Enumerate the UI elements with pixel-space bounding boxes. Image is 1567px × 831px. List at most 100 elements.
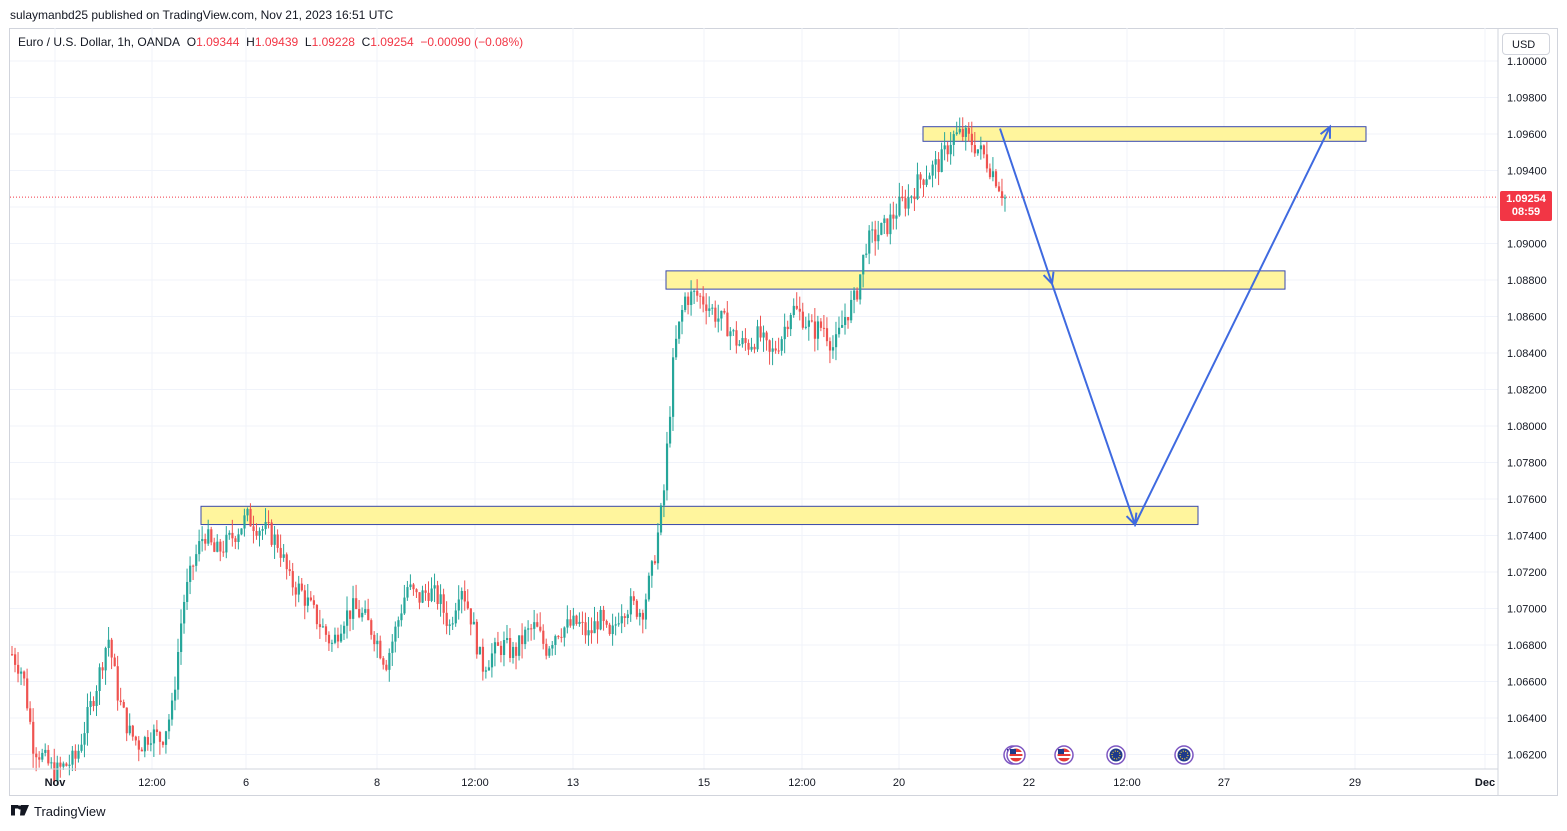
candle-body bbox=[137, 740, 140, 750]
y-tick-label: 1.08000 bbox=[1507, 421, 1547, 433]
footer-brand[interactable]: TradingView bbox=[10, 804, 106, 819]
candle-body bbox=[819, 321, 823, 328]
candle-body bbox=[744, 338, 747, 343]
candle-body bbox=[306, 597, 309, 606]
candle-body bbox=[204, 539, 207, 544]
candle-body bbox=[358, 609, 361, 618]
candle-body bbox=[505, 638, 509, 641]
candle-body bbox=[949, 144, 952, 155]
candle-body bbox=[270, 522, 273, 545]
candle-body bbox=[687, 296, 690, 305]
candle-body bbox=[20, 671, 23, 674]
candle-body bbox=[943, 145, 946, 150]
candle-body bbox=[170, 700, 174, 720]
candle-body bbox=[955, 132, 958, 135]
high-value: 1.09439 bbox=[254, 35, 299, 49]
candle-body bbox=[795, 305, 798, 309]
candle-body bbox=[892, 214, 895, 219]
candle-body bbox=[976, 149, 980, 154]
candle-body bbox=[521, 635, 524, 645]
candle-body bbox=[605, 620, 608, 625]
candle-body bbox=[47, 749, 50, 764]
open-label: O bbox=[186, 35, 197, 49]
x-tick-label: 8 bbox=[374, 777, 380, 789]
candle-body bbox=[668, 416, 672, 444]
candle-body bbox=[26, 678, 29, 709]
candle-body bbox=[285, 554, 288, 570]
candle-body bbox=[339, 633, 343, 642]
candle-body bbox=[35, 753, 38, 758]
candle-body bbox=[524, 629, 527, 645]
candle-body bbox=[195, 554, 198, 566]
candle-body bbox=[418, 592, 421, 603]
candle-body bbox=[74, 750, 77, 759]
candle-body bbox=[367, 609, 370, 621]
candle-body bbox=[551, 645, 554, 649]
candle-body bbox=[273, 534, 276, 545]
candle-body bbox=[985, 154, 989, 169]
candle-body bbox=[261, 529, 264, 531]
candle-body bbox=[877, 234, 880, 242]
x-tick-label: 22 bbox=[1023, 777, 1035, 789]
candle-body bbox=[813, 321, 817, 339]
candle-body bbox=[225, 534, 228, 553]
candle-body bbox=[321, 626, 325, 628]
candle-body bbox=[300, 583, 303, 591]
x-tick-label: 13 bbox=[567, 777, 579, 789]
candle-body bbox=[391, 641, 394, 653]
candle-body bbox=[825, 328, 829, 342]
candle-body bbox=[41, 752, 44, 760]
candle-body bbox=[665, 443, 669, 491]
candle-body bbox=[252, 526, 255, 532]
candle-body bbox=[475, 621, 478, 655]
candle-body bbox=[330, 642, 334, 644]
y-tick-label: 1.06800 bbox=[1507, 640, 1547, 652]
candle-body bbox=[635, 600, 638, 617]
change-value: −0.00090 (−0.08%) bbox=[420, 35, 524, 49]
candle-body bbox=[831, 347, 835, 351]
candle-body bbox=[222, 551, 225, 553]
candle-body bbox=[946, 145, 949, 155]
candle-body bbox=[886, 218, 889, 235]
y-tick-label: 1.07800 bbox=[1507, 458, 1547, 470]
candle-body bbox=[970, 133, 973, 146]
candle-body bbox=[279, 547, 282, 558]
candle-body bbox=[288, 569, 291, 572]
candle-body bbox=[89, 701, 92, 708]
y-tick-label: 1.09600 bbox=[1507, 129, 1547, 141]
candle-body bbox=[237, 534, 240, 542]
candle-body bbox=[729, 331, 732, 337]
candle-body bbox=[113, 657, 116, 667]
candle-body bbox=[578, 621, 581, 624]
candle-body bbox=[267, 521, 270, 523]
candle-body bbox=[234, 538, 237, 542]
candle-body bbox=[841, 324, 844, 328]
candle-body bbox=[95, 690, 98, 707]
candle-body bbox=[65, 763, 68, 766]
candle-body bbox=[675, 338, 678, 358]
y-tick-label: 1.07400 bbox=[1507, 531, 1547, 543]
eu-flag-event-icon bbox=[1106, 745, 1126, 765]
candle-body bbox=[167, 719, 171, 732]
candle-body bbox=[629, 596, 632, 615]
candle-body bbox=[149, 743, 153, 745]
symbol-legend: Euro / U.S. Dollar, 1h, OANDA O1.09344 H… bbox=[18, 35, 523, 49]
candle-body bbox=[376, 640, 379, 645]
open-value: 1.09344 bbox=[196, 35, 240, 49]
candle-body bbox=[865, 253, 868, 255]
candle-body bbox=[539, 626, 542, 631]
currency-button[interactable]: USD bbox=[1502, 33, 1550, 55]
x-tick-label: 15 bbox=[698, 777, 710, 789]
candle-body bbox=[352, 598, 355, 619]
candle-body bbox=[997, 186, 1001, 192]
candle-body bbox=[750, 346, 753, 350]
candle-body bbox=[708, 308, 711, 311]
candle-body bbox=[907, 197, 910, 209]
x-tick-label: 12:00 bbox=[461, 777, 489, 789]
candle-body bbox=[783, 326, 786, 340]
y-tick-label: 1.07600 bbox=[1507, 494, 1547, 506]
candle-body bbox=[934, 159, 937, 165]
candlestick-series bbox=[11, 117, 1007, 785]
close-value: 1.09254 bbox=[370, 35, 414, 49]
